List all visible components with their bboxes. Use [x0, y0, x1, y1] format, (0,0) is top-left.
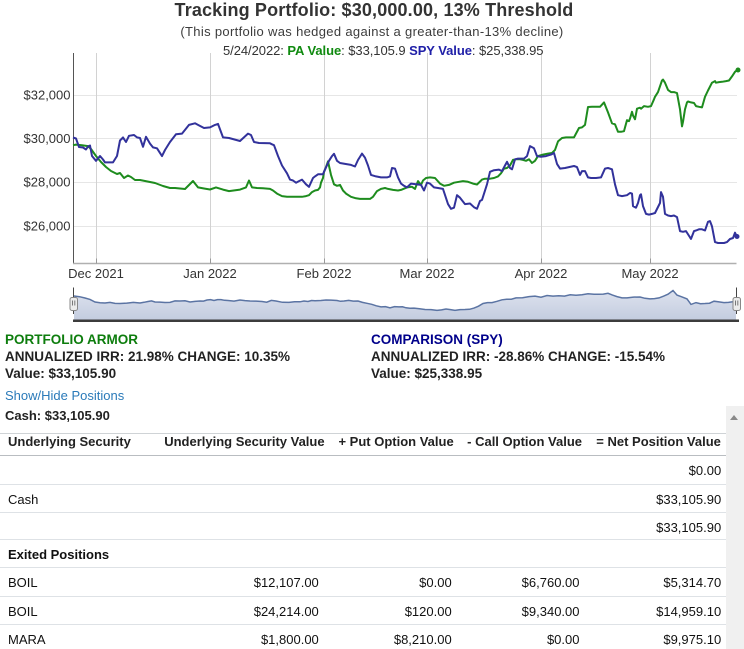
svg-text:Dec 2021: Dec 2021 [68, 266, 124, 281]
svg-text:May 2022: May 2022 [621, 266, 678, 281]
svg-text:$28,000: $28,000 [24, 175, 71, 190]
svg-text:Apr 2022: Apr 2022 [515, 266, 568, 281]
svg-text:$32,000: $32,000 [24, 88, 71, 103]
svg-text:Feb 2022: Feb 2022 [297, 266, 352, 281]
svg-text:$26,000: $26,000 [24, 219, 71, 234]
svg-text:Jan 2022: Jan 2022 [183, 266, 237, 281]
svg-text:Mar 2022: Mar 2022 [400, 266, 455, 281]
svg-text:$30,000: $30,000 [24, 131, 71, 146]
